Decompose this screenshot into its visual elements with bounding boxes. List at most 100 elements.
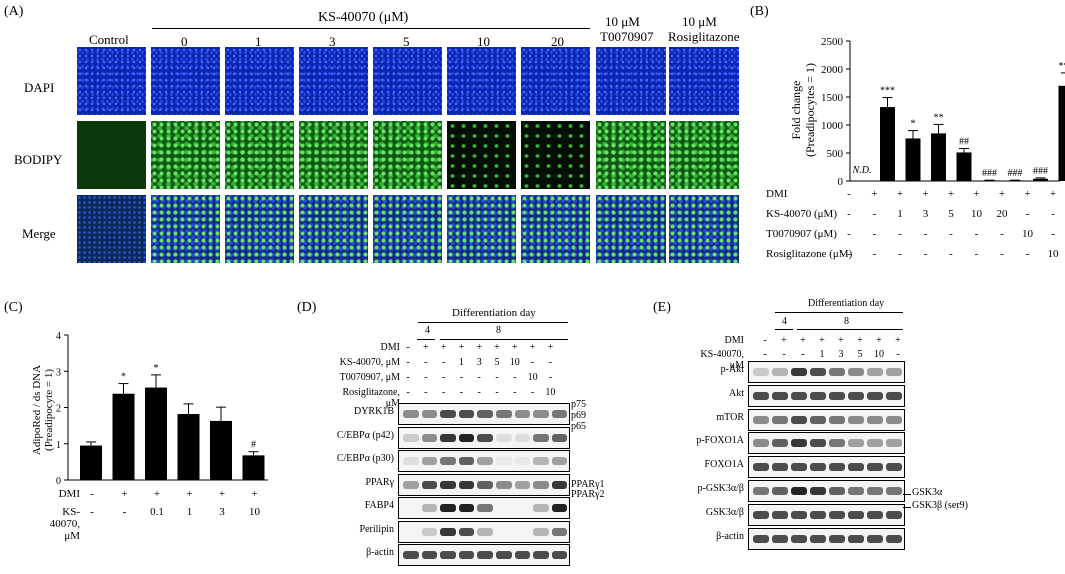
- condition-cell: +: [422, 342, 429, 353]
- micrograph-tile: [225, 121, 294, 189]
- blot-band: [886, 439, 902, 448]
- condition-cell: +: [1024, 188, 1031, 200]
- blot-band: [848, 415, 864, 424]
- panel-b-ylabel-2: (Preadipocytes = 1): [803, 63, 817, 157]
- micrograph-tile: [596, 195, 666, 263]
- condition-cell: 5: [948, 208, 954, 220]
- panel-d-day4: 4: [425, 325, 430, 336]
- panel-a-col-header: 1: [255, 34, 262, 49]
- panel-a-col-header: 20: [551, 34, 564, 49]
- blot-strip: [398, 544, 570, 566]
- blot-band: [867, 510, 883, 519]
- blot-band: [791, 487, 807, 495]
- bar-annotation: #: [251, 440, 256, 451]
- blot-side-label: PPARγ2: [571, 489, 605, 500]
- blot-band: [533, 457, 549, 465]
- bar-annotation: ###: [982, 168, 997, 179]
- blot-band: [551, 433, 568, 442]
- blot-label: PPARγ: [365, 476, 394, 488]
- condition-cell: +: [458, 342, 465, 353]
- blot-band: [440, 410, 456, 418]
- condition-cell: -: [513, 372, 517, 383]
- blot-band: [421, 527, 438, 536]
- condition-cell: -: [495, 372, 499, 383]
- condition-cell: 1: [458, 357, 464, 368]
- blot-band: [848, 439, 864, 448]
- col-t-line1: 10 μM: [605, 14, 640, 29]
- blot-band: [514, 457, 531, 465]
- condition-row-label: T0070907, μM: [339, 372, 400, 383]
- blot-band: [514, 551, 531, 559]
- blot-band: [514, 433, 531, 442]
- blot-label: GSK3α/β: [705, 506, 744, 518]
- condition-cell: +: [857, 335, 863, 346]
- condition-row-label: KS-40070 (μM): [766, 208, 837, 220]
- blot-band: [848, 368, 864, 376]
- blot-band: [886, 368, 902, 376]
- panel-a-group-header: KS-40070 (μM): [318, 10, 409, 25]
- micrograph-tile: [299, 47, 368, 115]
- condition-cell: -: [763, 349, 767, 360]
- blot-band: [458, 504, 475, 512]
- micrograph-tile: [151, 47, 220, 115]
- condition-cell: -: [424, 372, 428, 383]
- blot-label: β-actin: [366, 547, 394, 558]
- panel-e-day4: 4: [782, 316, 787, 327]
- blot-band: [791, 534, 807, 543]
- bar-annotation: ###: [1008, 168, 1023, 179]
- condition-cell: -: [974, 248, 979, 260]
- blot-strip: [398, 473, 570, 496]
- panel-a-col-header: 10: [477, 34, 490, 49]
- y-tick-label: 1: [56, 440, 61, 451]
- bar: [177, 414, 200, 480]
- condition-cell: -: [441, 357, 446, 368]
- row-label-merge: Merge: [22, 226, 56, 241]
- blot-band: [829, 510, 845, 519]
- condition-cell: -: [847, 248, 851, 260]
- blot-band: [886, 391, 902, 400]
- micrograph-tile: [521, 121, 590, 189]
- blot-band: [421, 480, 438, 489]
- blot-band: [810, 415, 826, 424]
- condition-cell: -: [406, 387, 410, 398]
- condition-cell: -: [872, 208, 877, 220]
- condition-cell: -: [548, 372, 553, 383]
- blot-band: [867, 534, 883, 543]
- condition-cell: -: [441, 372, 446, 383]
- blot-band: [848, 487, 864, 495]
- blot-band: [533, 551, 549, 559]
- micrograph-tile: [521, 47, 590, 115]
- blot-band: [772, 439, 788, 448]
- condition-cell: 10: [545, 387, 556, 398]
- panel-d-day8: 8: [496, 325, 501, 336]
- blot-band: [458, 527, 475, 536]
- condition-row-label: DMI: [766, 188, 788, 200]
- micrograph-tile: [299, 121, 368, 189]
- blot-band: [886, 510, 902, 519]
- y-tick-label: 0: [56, 476, 61, 487]
- blot-label: mTOR: [716, 411, 744, 423]
- micrograph-tile: [373, 121, 442, 189]
- bar: [1058, 85, 1065, 181]
- blot-band: [458, 433, 475, 442]
- col-r-line1: 10 μM: [682, 14, 717, 29]
- condition-row-label: KS-40070, μM: [700, 349, 744, 371]
- condition-row-label: KS-40070, μM: [49, 506, 80, 542]
- blot-label: p-Akt: [720, 364, 744, 375]
- blot-band: [867, 415, 883, 424]
- condition-cell: +: [947, 188, 955, 200]
- panel-e-header: Differentiation day: [808, 298, 885, 309]
- condition-cell: -: [530, 357, 535, 368]
- blot-band: [458, 551, 475, 559]
- blot-band: [477, 410, 493, 418]
- condition-cell: 1: [897, 208, 903, 220]
- condition-cell: +: [973, 188, 980, 200]
- blot-band: [477, 504, 493, 512]
- blot-strip: [748, 456, 905, 479]
- condition-cell: -: [763, 335, 767, 346]
- blot-band: [848, 463, 864, 472]
- condition-cell: +: [186, 488, 193, 500]
- condition-cell: 1: [819, 349, 825, 360]
- condition-cell: 20: [996, 208, 1008, 220]
- micrograph-tile: [669, 121, 739, 189]
